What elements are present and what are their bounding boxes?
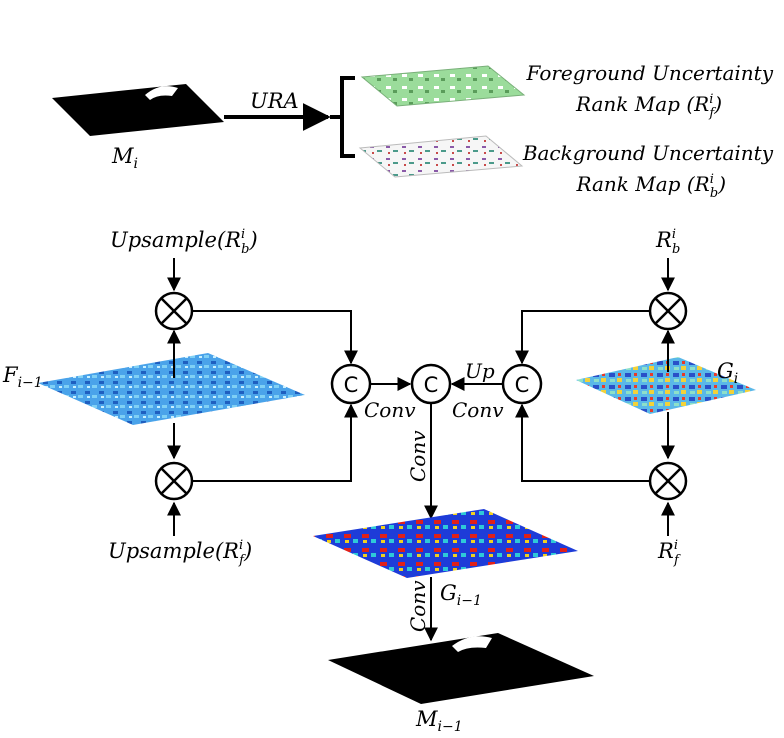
top-mask-mi xyxy=(52,84,224,136)
multiply-node-right-bottom xyxy=(648,461,688,501)
bg-title-line2: Rank Map (Ri b) xyxy=(575,172,726,201)
fg-uncertainty-map xyxy=(360,65,526,107)
concat-right-symbol: C xyxy=(515,373,530,397)
bg-title-line1: Background Uncertainty xyxy=(522,141,774,165)
output-mask-mi-1 xyxy=(328,633,594,704)
label-up: Up xyxy=(465,359,495,383)
heatmap-gi-1 xyxy=(313,509,578,578)
concat-node-right: C xyxy=(501,363,543,405)
label-rf: Ri f xyxy=(657,538,681,568)
arrow-multbottom-to-concat-left xyxy=(192,403,358,482)
feature-map-gi xyxy=(576,357,756,414)
multiply-node-right-top xyxy=(648,291,688,331)
arrow-multbottom-to-concat-right xyxy=(515,403,650,482)
concat-left-symbol: C xyxy=(344,373,359,397)
feature-map-fi-1 xyxy=(38,353,305,425)
concat-node-left: C xyxy=(330,363,372,405)
ura-bracket xyxy=(330,76,355,158)
fg-title-line2: Rank Map (Ri f) xyxy=(575,92,722,121)
concat-node-center: C xyxy=(410,363,452,405)
multiply-node-left-top xyxy=(154,291,194,331)
concat-center-symbol: C xyxy=(424,373,439,397)
bg-uncertainty-map xyxy=(358,135,524,178)
label-fi-1: Fi−1 xyxy=(2,363,43,391)
label-mi-1: Mi−1 xyxy=(415,707,463,735)
label-conv-right: Conv xyxy=(452,398,504,422)
label-upsample-rb: Upsample(Ri b) xyxy=(110,227,258,257)
label-rb: Ri b xyxy=(655,227,680,257)
label-gi: Gi xyxy=(717,359,738,387)
label-conv-vertical-1: Conv xyxy=(406,430,430,482)
arrow-multtop-to-concat-left xyxy=(192,310,358,365)
label-conv-vertical-2: Conv xyxy=(406,580,430,632)
label-ura: URA xyxy=(250,89,299,113)
output-mask-white-region xyxy=(452,636,492,652)
fg-title-line1: Foreground Uncertainty xyxy=(526,61,774,85)
multiply-node-left-bottom xyxy=(154,461,194,501)
mask-white-region xyxy=(145,86,178,100)
label-conv-left: Conv xyxy=(364,398,416,422)
label-upsample-rf: Upsample(Ri f) xyxy=(108,538,252,568)
label-mi: Mi xyxy=(111,144,138,172)
arrow-multtop-to-concat-right xyxy=(515,310,650,365)
label-gi-1: Gi−1 xyxy=(440,581,482,609)
